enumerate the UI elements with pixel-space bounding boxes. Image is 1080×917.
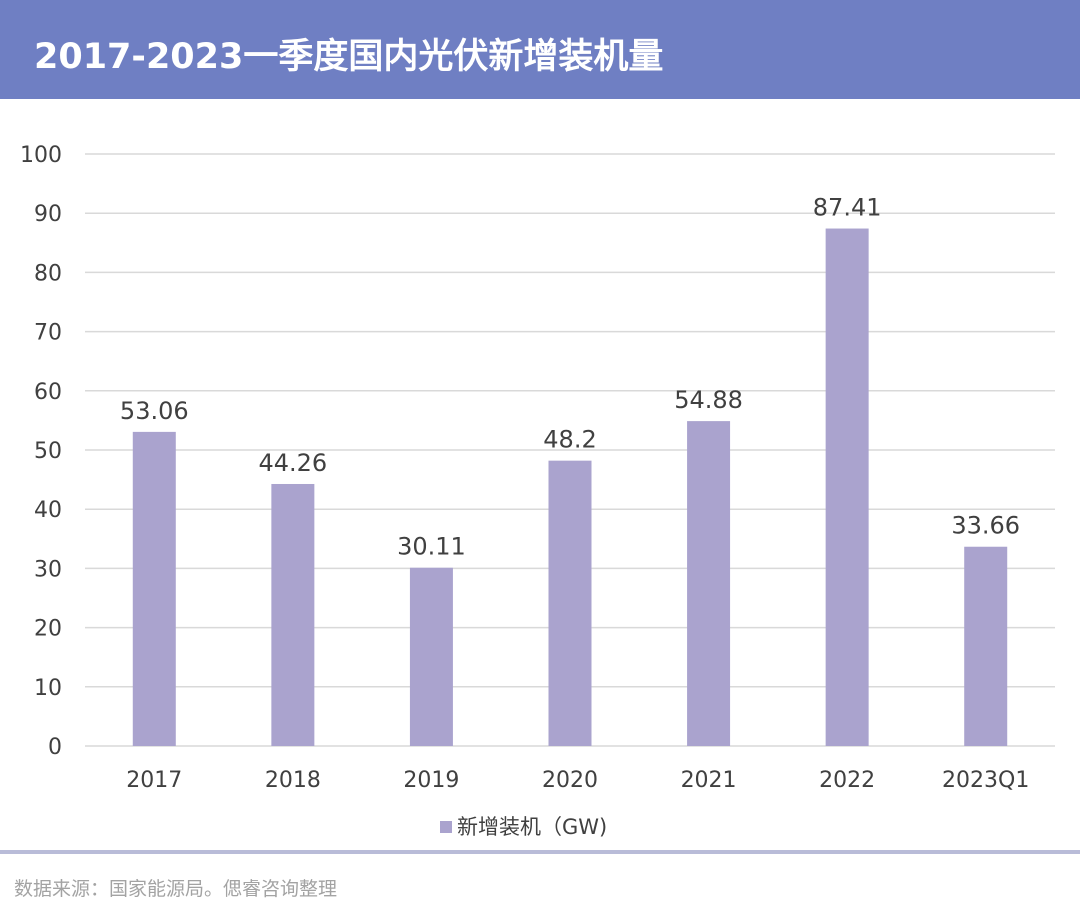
y-tick-label: 10	[34, 676, 62, 701]
x-tick-label: 2023Q1	[942, 768, 1029, 793]
bar	[964, 546, 1008, 746]
y-tick-label: 70	[34, 321, 62, 346]
y-tick-label: 40	[34, 498, 62, 523]
y-tick-label: 90	[34, 202, 62, 227]
data-label: 30.11	[397, 533, 466, 561]
bar	[409, 567, 453, 746]
x-tick-label: 2018	[265, 768, 321, 793]
x-tick-label: 2020	[542, 768, 598, 793]
bar	[132, 431, 176, 746]
y-tick-label: 30	[34, 557, 62, 582]
data-label: 54.88	[674, 386, 743, 414]
y-tick-label: 0	[48, 735, 62, 760]
bar-chart: 0 10 20 30 40 50 60 70 80 90 100 53.06 2017 44.26 2018…	[20, 143, 1055, 839]
data-label: 48.2	[543, 426, 596, 454]
data-label: 53.06	[120, 397, 189, 425]
y-tick-label: 100	[20, 143, 62, 168]
bar	[271, 483, 315, 746]
x-tick-label: 2017	[126, 768, 182, 793]
legend-swatch	[440, 821, 452, 833]
footer-divider	[0, 850, 1080, 854]
bar	[825, 228, 869, 746]
source-note: 数据来源：国家能源局。偲睿咨询整理	[14, 878, 338, 900]
x-tick-label: 2022	[819, 768, 875, 793]
bar	[548, 460, 592, 746]
data-label: 87.41	[813, 194, 882, 222]
y-tick-label: 20	[34, 617, 62, 642]
y-tick-label: 60	[34, 380, 62, 405]
x-tick-label: 2021	[681, 768, 737, 793]
y-tick-label: 80	[34, 261, 62, 286]
data-label: 33.66	[951, 512, 1020, 540]
title-banner: 2017-2023一季度国内光伏新增装机量	[0, 0, 1080, 99]
page-title: 2017-2023一季度国内光伏新增装机量	[34, 37, 664, 77]
bar	[687, 421, 731, 746]
y-tick-label: 50	[34, 439, 62, 464]
legend-label: 新增装机（GW)	[457, 815, 607, 839]
x-tick-label: 2019	[403, 768, 459, 793]
data-label: 44.26	[258, 449, 327, 477]
